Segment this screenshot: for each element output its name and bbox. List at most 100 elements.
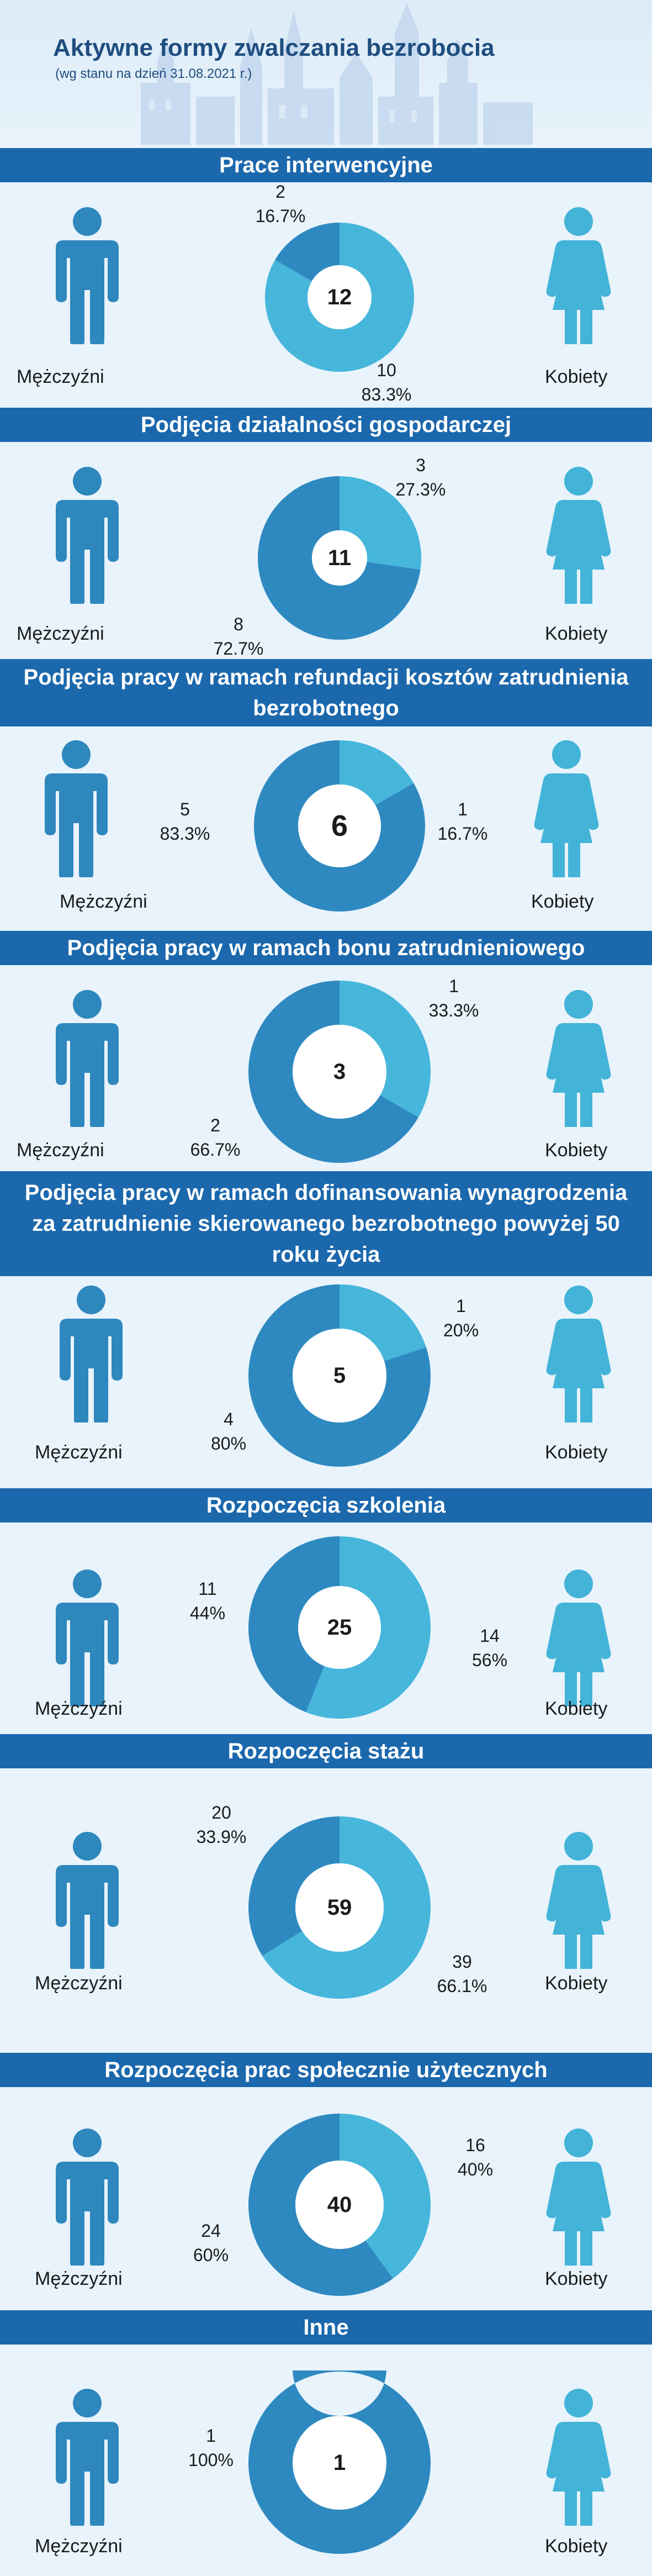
data-label-count: 14	[480, 1626, 500, 1646]
men-figure	[51, 1831, 123, 1969]
men-value-label: 11 44%	[174, 1577, 241, 1625]
section-title-text: Rozpoczęcia stażu	[227, 1739, 425, 1763]
data-label-count: 16	[465, 2135, 485, 2155]
section-title: Inne	[0, 2310, 652, 2345]
men-label: Mężczyźni	[35, 1973, 123, 1994]
men-figure	[51, 206, 123, 344]
men-label: Mężczyźni	[17, 1140, 104, 1161]
woman-icon	[546, 467, 611, 604]
men-figure	[51, 2127, 123, 2266]
men-label: Mężczyźni	[17, 366, 104, 387]
man-icon	[56, 2129, 119, 2266]
women-value-label: 39 66.1%	[429, 1950, 495, 1998]
women-figure	[543, 2388, 614, 2526]
man-icon	[56, 2389, 119, 2526]
section-title-text: Rozpoczęcia prac społecznie użytecznych	[104, 2058, 548, 2082]
chart-section: Rozpoczęcia stażu Mężczyźni Kobiety 59 20 33…	[0, 1734, 652, 2021]
section-title-text: Podjęcia pracy w ramach refundacji koszt…	[23, 665, 629, 720]
data-label-count: 1	[458, 799, 468, 819]
women-value-label: 14 56%	[457, 1624, 523, 1672]
data-label-percent: 44%	[189, 1603, 226, 1623]
men-value-label: 4 80%	[195, 1407, 262, 1456]
page-title: Aktywne formy zwalczania bezrobocia	[53, 34, 495, 61]
donut-hole	[308, 265, 372, 329]
section-title-text: Inne	[303, 2315, 349, 2340]
donut-slice-men	[248, 1536, 340, 1713]
donut-hole	[298, 784, 381, 867]
man-icon	[56, 1569, 119, 1706]
data-label-percent: 16.7%	[437, 824, 488, 844]
women-figure	[543, 466, 614, 604]
data-label-percent: 72.7%	[213, 639, 264, 659]
women-figure	[543, 1831, 614, 1969]
men-label: Mężczyźni	[35, 2268, 123, 2289]
donut-chart: 3	[248, 981, 431, 1163]
data-label-percent: 80%	[210, 1434, 247, 1453]
woman-icon	[546, 990, 611, 1127]
women-label: Kobiety	[545, 1973, 608, 1994]
donut-total-label: 40	[327, 2193, 352, 2217]
women-label: Kobiety	[545, 2268, 608, 2289]
data-label-count: 4	[224, 1409, 234, 1429]
men-figure	[55, 1284, 127, 1423]
man-icon	[56, 990, 119, 1127]
women-figure	[543, 1568, 614, 1706]
data-label-count: 24	[201, 2221, 221, 2241]
donut-slice-women	[340, 1284, 426, 1361]
chart-section: Podjęcia pracy w ramach bonu zatrudnieni…	[0, 931, 652, 1185]
women-figure	[531, 739, 602, 877]
donut-slice-women	[340, 476, 421, 570]
donut-slice-men	[254, 740, 425, 912]
men-value-label: 20 33.9%	[188, 1800, 255, 1849]
women-label: Kobiety	[545, 1140, 608, 1161]
woman-icon	[546, 1286, 611, 1423]
donut-chart: 11	[258, 476, 421, 640]
donut-hole	[293, 1329, 386, 1423]
donut-slice-men	[248, 1284, 431, 1467]
women-label: Kobiety	[545, 366, 608, 387]
donut-total-label: 6	[331, 809, 348, 842]
donut-slice-women	[340, 740, 414, 805]
section-title-text: Podjęcia działalności gospodarczej	[140, 413, 512, 437]
men-figure	[51, 989, 123, 1127]
section-title: Rozpoczęcia prac społecznie użytecznych	[0, 2053, 652, 2087]
donut-total-label: 25	[327, 1615, 352, 1640]
page-subtitle: (wg stanu na dzień 31.08.2021 r.)	[55, 66, 252, 81]
data-label-percent: 33.9%	[196, 1827, 247, 1847]
donut-total-label: 12	[327, 285, 352, 309]
donut-total-label: 1	[333, 2451, 346, 2475]
data-label-percent: 56%	[471, 1650, 508, 1670]
donut-hole	[295, 1863, 384, 1952]
donut-slice-men	[248, 1816, 340, 1956]
chart-section: Podjęcia działalności gospodarczej Mężcz…	[0, 408, 652, 662]
donut-slice-women	[340, 981, 431, 1118]
men-figure	[40, 739, 112, 877]
man-icon	[56, 467, 119, 604]
section-title: Podjęcia pracy w ramach dofinansowania w…	[0, 1171, 652, 1276]
woman-icon	[546, 2389, 611, 2526]
donut-chart: 25	[248, 1536, 431, 1719]
donut-slice-women	[340, 2114, 431, 2279]
chart-section: Inne Mężczyźni Kobiety 1 1 100%	[0, 2310, 652, 2576]
women-figure	[543, 1284, 614, 1423]
data-label-percent: 66.7%	[190, 1140, 241, 1160]
men-value-label: 5 83.3%	[152, 797, 218, 846]
donut-total-label: 59	[327, 1895, 352, 1920]
donut-chart: 59	[248, 1816, 431, 1999]
donut-hole	[298, 1586, 381, 1669]
donut-hole	[293, 2416, 386, 2510]
donut-hole	[295, 2161, 384, 2249]
man-icon	[45, 740, 108, 877]
section-title-text: Rozpoczęcia szkolenia	[206, 1493, 446, 1518]
data-label-percent: 16.7%	[255, 206, 306, 226]
men-figure	[51, 466, 123, 604]
men-figure	[51, 2388, 123, 2526]
women-figure	[543, 989, 614, 1127]
data-label-count: 2	[210, 1115, 220, 1135]
data-label-count: 1	[206, 2426, 216, 2446]
man-icon	[60, 1286, 123, 1423]
data-label-count: 39	[452, 1952, 472, 1972]
men-label: Mężczyźni	[17, 623, 104, 644]
women-label: Kobiety	[531, 891, 594, 912]
data-label-count: 2	[275, 182, 285, 202]
